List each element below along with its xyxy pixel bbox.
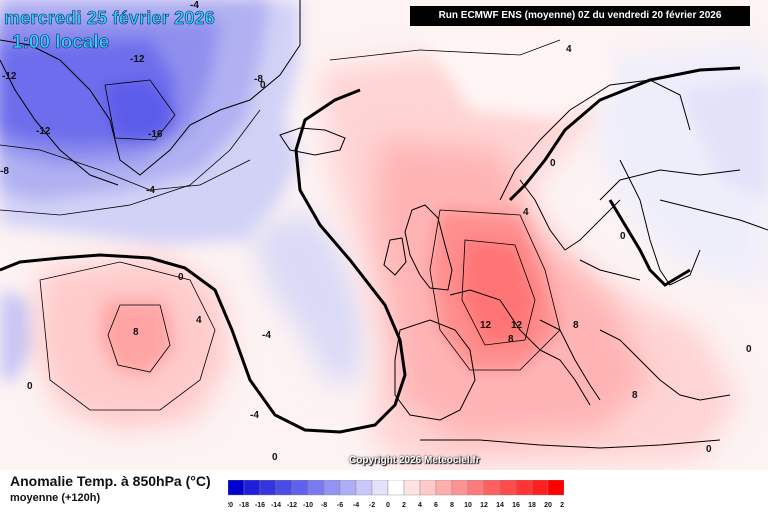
contour-label: 0 <box>27 381 33 392</box>
scale-swatch <box>339 480 357 496</box>
contour-labels: -12 -12 -12 -16 -8 -8 -4 -4 -4 -4 4 4 4 … <box>0 0 752 463</box>
contour-label: 0 <box>706 444 712 455</box>
scale-tick-label: 6 <box>434 502 438 509</box>
contour-label: -12 <box>36 126 51 137</box>
contour-label: 4 <box>523 207 529 218</box>
anomaly-shading <box>0 0 768 470</box>
scale-swatch <box>387 480 405 496</box>
scale-swatch <box>435 480 453 496</box>
scale-tick-label: -14 <box>271 502 281 509</box>
scale-tick-label: 10 <box>464 502 472 509</box>
temperature-anomaly-map: -12 -12 -12 -16 -8 -8 -4 -4 -4 -4 4 4 4 … <box>0 0 768 470</box>
legend-title: Anomalie Temp. à 850hPa (°C) <box>10 473 211 489</box>
scale-swatch <box>451 480 469 496</box>
copyright-notice: Copyright 2026 Meteociel.fr <box>349 455 480 466</box>
scale-swatch <box>228 480 245 496</box>
contour-label: -4 <box>262 330 271 341</box>
scale-tick-label: 18 <box>528 502 536 509</box>
contour-label: -16 <box>148 129 163 140</box>
scale-tick-label: 22 <box>560 502 564 509</box>
contour-label: -12 <box>2 71 17 82</box>
scale-swatch <box>531 480 549 496</box>
scale-tick-label: 0 <box>386 502 390 509</box>
contour-label: 12 <box>480 320 492 331</box>
scale-tick-label: 14 <box>496 502 504 509</box>
contour-label: -8 <box>0 166 9 177</box>
scale-swatch <box>259 480 277 496</box>
scale-swatch <box>355 480 373 496</box>
contour-label: 4 <box>566 44 572 55</box>
contour-label: -4 <box>250 410 259 421</box>
contour-label: 8 <box>573 320 579 331</box>
scale-swatch <box>419 480 437 496</box>
contour-label: 0 <box>620 231 626 242</box>
contour-label: 12 <box>511 320 523 331</box>
contour-label: -4 <box>190 0 199 11</box>
scale-tick-label: 20 <box>544 502 552 509</box>
scale-tick-label: -20 <box>228 502 233 509</box>
scale-swatch <box>323 480 341 496</box>
scale-tick-label: 12 <box>480 502 488 509</box>
scale-swatch <box>483 480 501 496</box>
color-scale: -20-18-16-14-12-10-8-6-4-202468101214161… <box>228 480 564 509</box>
contour-label: 8 <box>632 390 638 401</box>
scale-tick-label: -6 <box>337 502 343 509</box>
contour-label: 8 <box>508 334 514 345</box>
contour-label: 4 <box>196 315 202 326</box>
scale-tick-label: -12 <box>287 502 297 509</box>
scale-tick-label: -16 <box>255 502 265 509</box>
isolines <box>0 39 561 411</box>
scale-tick-label: 8 <box>450 502 454 509</box>
scale-swatch <box>243 480 261 496</box>
coastlines <box>0 0 768 449</box>
scale-tick-label: -8 <box>321 502 327 509</box>
scale-tick-label: -10 <box>303 502 313 509</box>
scale-swatch <box>371 480 389 496</box>
scale-swatch <box>275 480 293 496</box>
contour-label: -12 <box>130 54 145 65</box>
scale-tick-label: 2 <box>402 502 406 509</box>
contour-label: -8 <box>254 74 263 85</box>
scale-swatch <box>307 480 325 496</box>
contour-label: -4 <box>146 185 155 196</box>
scale-swatch <box>291 480 309 496</box>
contour-label: 0 <box>746 344 752 355</box>
contour-label: 0 <box>178 272 184 283</box>
scale-tick-label: -2 <box>369 502 375 509</box>
scale-tick-label: 16 <box>512 502 520 509</box>
legend-subtitle: moyenne (+120h) <box>10 492 101 504</box>
scale-swatch <box>403 480 421 496</box>
scale-tick-label: 4 <box>418 502 422 509</box>
contour-label: 0 <box>550 158 556 169</box>
scale-tick-label: -4 <box>353 502 359 509</box>
contour-label: 0 <box>272 452 278 463</box>
scale-swatch <box>547 480 564 496</box>
forecast-date: mercredi 25 février 2026 <box>4 8 215 29</box>
scale-swatch <box>515 480 533 496</box>
forecast-time: 1:00 locale <box>12 32 110 54</box>
contour-label: 0 <box>260 80 266 91</box>
scale-swatch <box>467 480 485 496</box>
scale-swatch <box>499 480 517 496</box>
contour-label: 8 <box>133 327 139 338</box>
zero-isoline <box>0 66 741 434</box>
scale-tick-label: -18 <box>239 502 249 509</box>
run-info-banner: Run ECMWF ENS (moyenne) 0Z du vendredi 2… <box>410 6 750 26</box>
